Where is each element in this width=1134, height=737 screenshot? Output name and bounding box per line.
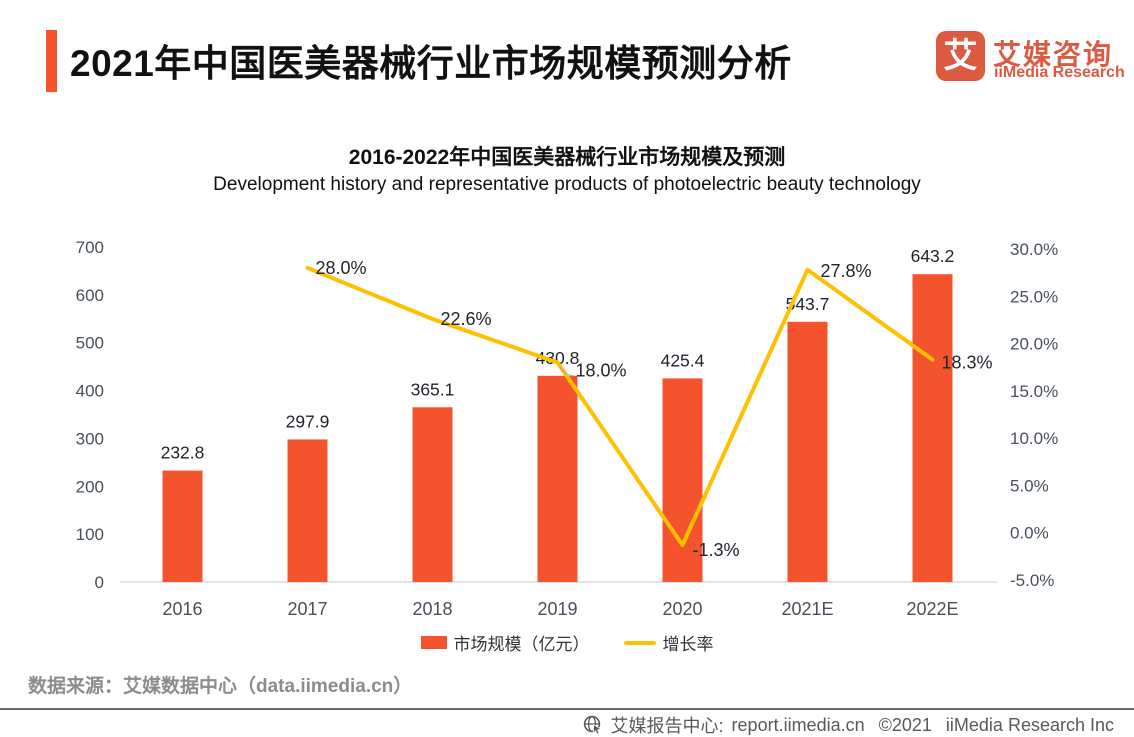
legend-label-growth-rate: 增长率 — [662, 635, 714, 654]
svg-text:543.7: 543.7 — [786, 294, 830, 314]
globe-cursor-icon — [583, 715, 602, 735]
page-title: 2021年中国医美器械行业市场规模预测分析 — [70, 43, 792, 84]
chart-title: 2016-2022年中国医美器械行业市场规模及预测 — [348, 146, 786, 169]
chart-legend: 市场规模（亿元） 增长率 — [0, 630, 1134, 655]
svg-text:2017: 2017 — [287, 599, 327, 619]
svg-text:-5.0%: -5.0% — [1010, 571, 1054, 590]
svg-text:400: 400 — [76, 382, 104, 401]
footer-divider — [0, 708, 1134, 710]
svg-text:0: 0 — [95, 573, 104, 592]
svg-text:200: 200 — [76, 477, 104, 496]
svg-text:430.8: 430.8 — [536, 348, 580, 368]
logo-name-cn: 艾媒咨询 — [993, 39, 1114, 70]
svg-text:2020: 2020 — [662, 599, 702, 619]
svg-text:15.0%: 15.0% — [1010, 382, 1058, 401]
svg-text:2021E: 2021E — [781, 599, 833, 619]
line-series-swatch-icon — [623, 640, 656, 645]
svg-text:18.0%: 18.0% — [576, 360, 627, 380]
svg-text:232.8: 232.8 — [161, 443, 205, 463]
legend-label-market-size: 市场规模（亿元） — [453, 635, 590, 654]
svg-text:28.0%: 28.0% — [316, 258, 367, 278]
credit-copyright: ©2021 — [878, 714, 932, 735]
credit-site-url: report.iimedia.cn — [731, 714, 865, 735]
svg-text:2018: 2018 — [412, 599, 452, 619]
svg-text:-1.3%: -1.3% — [693, 540, 740, 560]
svg-text:5.0%: 5.0% — [1010, 476, 1049, 495]
svg-text:500: 500 — [76, 334, 104, 353]
svg-text:2019: 2019 — [537, 599, 577, 619]
svg-text:300: 300 — [76, 429, 104, 448]
logo-glyph: 艾 — [943, 37, 978, 75]
title-accent-bar — [46, 30, 57, 92]
svg-text:22.6%: 22.6% — [441, 309, 492, 329]
credit-company: iiMedia Research Inc — [945, 714, 1114, 735]
iimedia-logo-icon: 艾 — [936, 31, 985, 81]
chart-subtitle: Development history and representative p… — [213, 174, 921, 195]
data-source-note: 数据来源：艾媒数据中心（data.iimedia.cn） — [28, 676, 413, 697]
svg-text:297.9: 297.9 — [286, 411, 330, 431]
svg-text:25.0%: 25.0% — [1010, 287, 1058, 306]
credit-site-label: 艾媒报告中心: — [610, 716, 724, 736]
svg-text:600: 600 — [76, 286, 104, 305]
svg-text:2016: 2016 — [162, 599, 202, 619]
svg-text:27.8%: 27.8% — [821, 261, 872, 281]
svg-text:18.3%: 18.3% — [942, 353, 993, 373]
bar-series-swatch-icon — [420, 636, 447, 649]
svg-text:425.4: 425.4 — [661, 350, 705, 370]
svg-text:10.0%: 10.0% — [1010, 429, 1058, 448]
svg-text:20.0%: 20.0% — [1010, 335, 1058, 354]
chart-svg: 0 100 200 300 400 500 600 700 -5.0% 0.0% 5.0% 10.0%… — [76, 238, 1059, 619]
legend-item-growth-rate: 增长率 — [623, 630, 714, 655]
svg-text:2022E: 2022E — [906, 599, 958, 619]
svg-text:365.1: 365.1 — [411, 379, 455, 399]
svg-text:0.0%: 0.0% — [1010, 524, 1049, 543]
svg-text:100: 100 — [76, 525, 104, 544]
svg-text:700: 700 — [76, 238, 104, 257]
footer-credit: 艾媒报告中心: report.iimedia.cn ©2021 iiMedia … — [583, 712, 1114, 737]
logo-name-en: iiMedia Research — [994, 64, 1125, 81]
legend-item-market-size: 市场规模（亿元） — [420, 630, 590, 655]
svg-text:30.0%: 30.0% — [1010, 240, 1058, 259]
svg-text:643.2: 643.2 — [911, 246, 955, 266]
